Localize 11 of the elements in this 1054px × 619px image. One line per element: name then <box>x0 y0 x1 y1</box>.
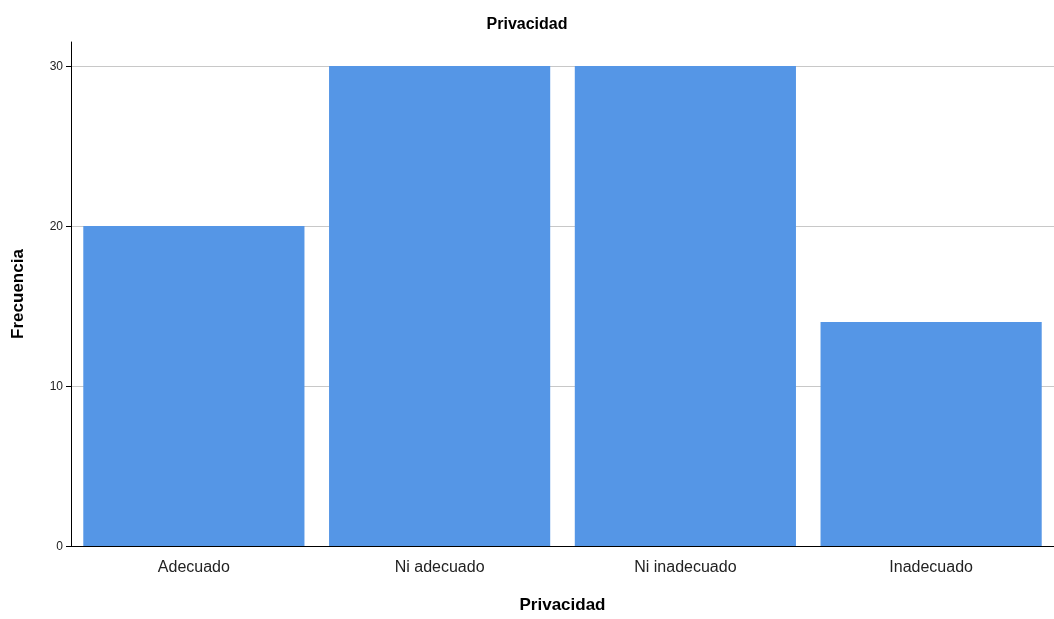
x-tick-label: Adecuado <box>157 557 231 575</box>
y-tick-label: 30 <box>49 59 64 73</box>
y-tick-label: 10 <box>49 379 64 393</box>
x-tick-label: Inadecuado <box>889 557 974 575</box>
y-tick-label: 0 <box>56 539 64 553</box>
x-axis-title: Privacidad <box>519 595 606 614</box>
y-axis-title: Frecuencia <box>8 248 27 339</box>
x-tick-label: Ni adecuado <box>394 557 485 575</box>
chart-title: Privacidad <box>486 14 568 32</box>
x-tick-label: Ni inadecuado <box>634 557 737 575</box>
y-tick-label: 20 <box>49 219 64 233</box>
